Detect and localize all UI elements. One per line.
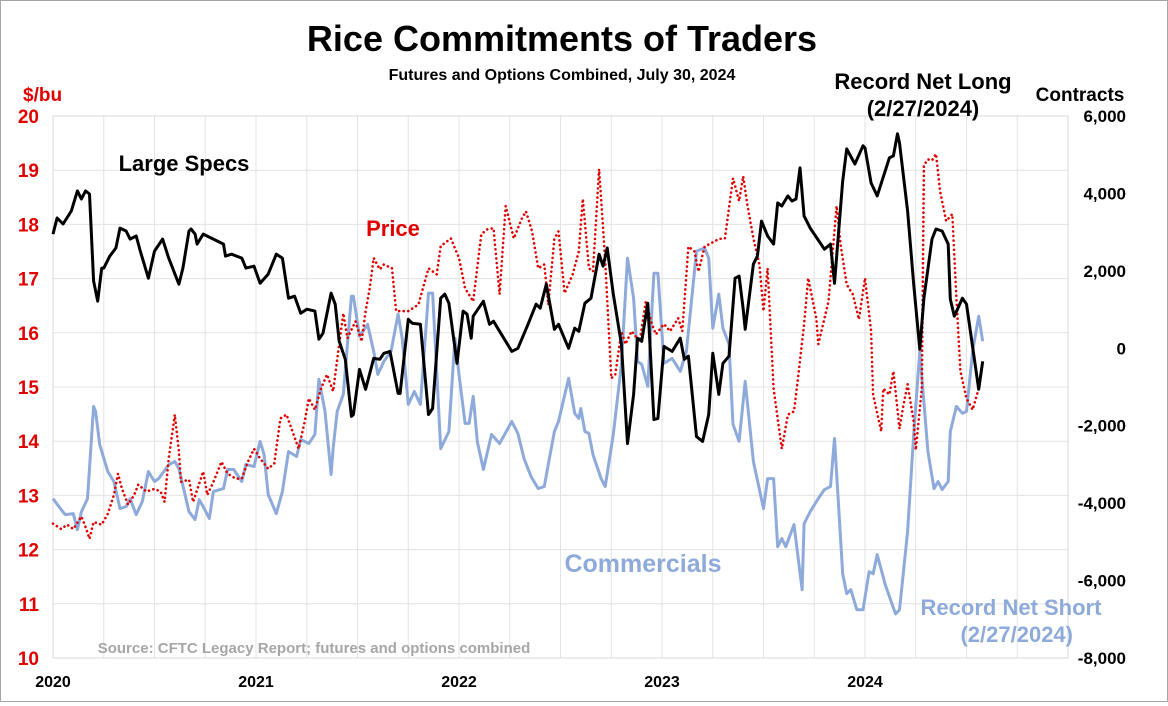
tick-labels: 10 11 12 13 14 15 16 17 18 19 20 -8,000 -6,000 -4,000…: [18, 107, 1126, 691]
record-short-label: Record Net Short: [921, 595, 1103, 620]
right-axis-tick-label: 0: [1117, 339, 1126, 358]
chart-title: Rice Commitments of Traders: [307, 18, 817, 59]
plot-area-border: [52, 115, 1069, 659]
right-axis-tick-label: -8,000: [1078, 649, 1126, 668]
left-axis-tick-label: 17: [18, 270, 39, 291]
left-axis-tick-label: 15: [18, 378, 40, 399]
chart-subtitle: Futures and Options Combined, July 30, 2…: [389, 67, 736, 84]
x-axis-tick-label: 2022: [441, 674, 477, 691]
right-axis-tick-label: 4,000: [1083, 184, 1126, 203]
x-axis-tick-label: 2023: [644, 674, 680, 691]
right-axis-tick-label: 2,000: [1083, 262, 1126, 281]
record-short-date: (2/27/2024): [960, 622, 1073, 647]
left-axis-tick-label: 14: [18, 432, 40, 453]
price-label: Price: [366, 216, 420, 241]
right-axis-tick-label: -2,000: [1078, 417, 1126, 436]
x-axis-tick-label: 2020: [35, 674, 71, 691]
left-axis-tick-label: 19: [18, 161, 39, 182]
left-axis-tick-label: 13: [18, 486, 39, 507]
record-long-label: Record Net Long: [834, 69, 1011, 94]
left-axis-tick-label: 12: [18, 541, 39, 562]
right-axis-tick-label: -4,000: [1078, 494, 1126, 513]
left-axis-tick-label: 18: [18, 215, 39, 236]
left-axis-tick-label: 10: [18, 649, 39, 670]
right-axis-tick-label: 6,000: [1083, 107, 1126, 126]
series-layer: [51, 132, 985, 616]
left-axis-tick-label: 20: [18, 107, 39, 128]
commercials-label: Commercials: [564, 550, 721, 578]
series-line-large-specs: [51, 132, 985, 445]
right-axis-tick-label: -6,000: [1078, 572, 1126, 591]
source-note: Source: CFTC Legacy Report; futures and …: [98, 640, 531, 657]
right-axis-label: Contracts: [1036, 85, 1125, 106]
record-long-date: (2/27/2024): [867, 96, 980, 121]
left-axis-label: $/bu: [23, 85, 62, 106]
left-axis-tick-label: 11: [19, 595, 40, 616]
series-line-commercials: [51, 246, 985, 616]
x-axis-tick-label: 2021: [238, 674, 274, 691]
x-axis-tick-label: 2024: [847, 674, 883, 691]
series-line-price: [51, 152, 980, 541]
large-specs-label: Large Specs: [119, 151, 250, 176]
left-axis-tick-label: 16: [18, 324, 39, 345]
